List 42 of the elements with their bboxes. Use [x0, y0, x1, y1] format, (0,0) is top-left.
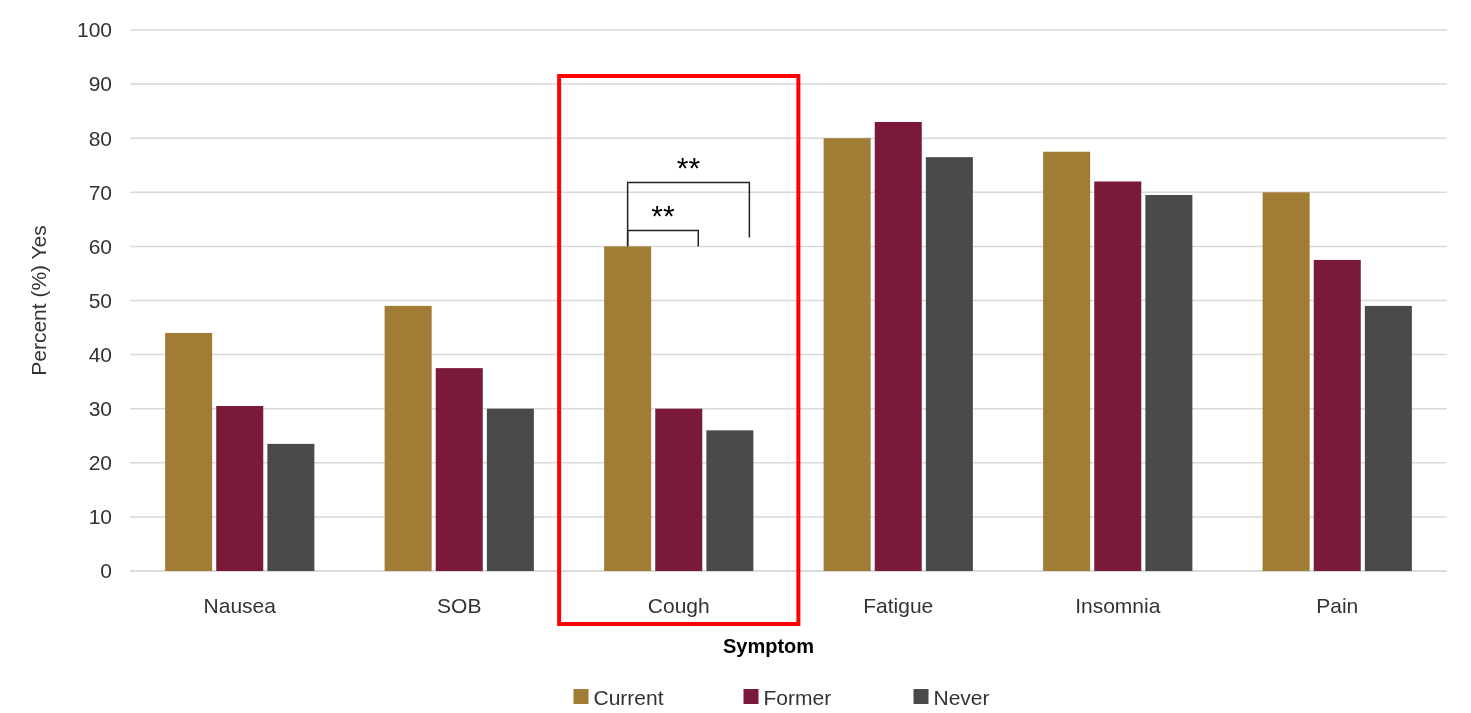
bar	[874, 121, 922, 571]
bar	[823, 138, 871, 571]
annotation: **	[651, 199, 675, 233]
bar	[1043, 151, 1091, 571]
y-axis-title: Percent (%) Yes	[27, 225, 50, 376]
x-tick-label: Cough	[647, 594, 710, 617]
y-tick-label: 50	[88, 288, 112, 312]
bar	[1262, 192, 1310, 571]
x-tick-label: Pain	[1316, 594, 1359, 617]
bar	[1094, 181, 1142, 571]
bar	[706, 430, 754, 571]
legend-label: Former	[763, 686, 832, 710]
y-tick-label: 10	[88, 505, 112, 529]
bar	[165, 332, 213, 571]
legend-label: Current	[593, 686, 664, 710]
x-tick-label: Fatigue	[863, 594, 934, 617]
y-tick-label: 20	[88, 451, 112, 475]
y-tick-label: 100	[76, 18, 112, 42]
y-tick-label: 40	[88, 342, 112, 366]
x-axis-title: Symptom	[722, 635, 815, 657]
bar	[604, 246, 652, 571]
annotation: **	[676, 151, 701, 185]
bar	[1364, 305, 1412, 571]
bar	[216, 406, 264, 571]
bar	[1145, 195, 1193, 571]
bar	[384, 305, 432, 571]
y-tick-label: 0	[100, 559, 112, 583]
y-tick-label: 80	[88, 126, 112, 150]
bar	[435, 368, 483, 571]
bar	[1313, 259, 1361, 571]
y-tick-label: 90	[88, 72, 112, 96]
x-tick-label: Insomnia	[1075, 594, 1161, 617]
x-tick-label: SOB	[437, 594, 482, 617]
legend-label: Never	[933, 686, 990, 710]
y-tick-label: 70	[88, 180, 112, 204]
y-tick-label: 60	[88, 234, 112, 258]
bar	[267, 443, 315, 571]
bar	[486, 408, 534, 571]
bar	[655, 408, 703, 571]
y-tick-label: 30	[88, 397, 112, 421]
bar	[925, 157, 973, 571]
x-tick-label: Nausea	[203, 594, 277, 617]
